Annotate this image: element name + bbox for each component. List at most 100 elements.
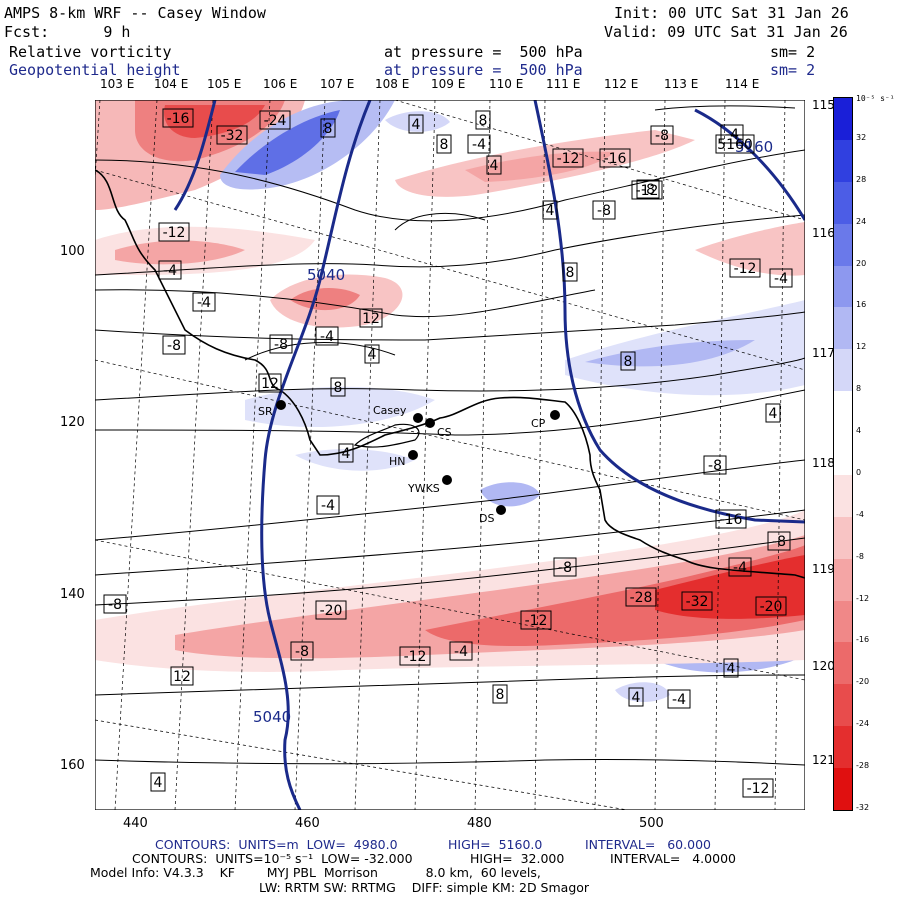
contour-label: -12 bbox=[399, 646, 431, 666]
height-contour-info-interval: INTERVAL= 60.000 bbox=[585, 837, 711, 852]
svg-text:-8: -8 bbox=[708, 458, 722, 474]
model-info: Model Info: V4.3.3 KF MYJ PBL Morrison 8… bbox=[90, 865, 541, 880]
contour-label: -12 bbox=[631, 180, 663, 200]
lon-label: 103 E bbox=[100, 77, 135, 91]
svg-text:12: 12 bbox=[261, 376, 279, 392]
colorbar-swatch bbox=[834, 558, 852, 602]
svg-text:-4: -4 bbox=[454, 644, 468, 660]
station-label: CS bbox=[437, 426, 452, 439]
x-tick-label: 480 bbox=[467, 816, 492, 831]
contour-label: 8 bbox=[436, 134, 452, 154]
contour-label: -16 bbox=[599, 148, 631, 168]
lon-label: 110 E bbox=[489, 77, 524, 91]
contour-label: 12 bbox=[359, 308, 383, 328]
station-label: Casey bbox=[373, 404, 407, 417]
lon-label: 112 E bbox=[604, 77, 639, 91]
svg-text:-4: -4 bbox=[733, 560, 747, 576]
contour-label: -8 bbox=[162, 335, 186, 355]
colorbar-swatch bbox=[834, 684, 852, 727]
svg-text:8: 8 bbox=[566, 265, 575, 281]
svg-text:-8: -8 bbox=[274, 337, 288, 353]
lon-label: 106 E bbox=[263, 77, 298, 91]
colorbar-tick-label: 24 bbox=[856, 216, 867, 226]
contour-label: -4 bbox=[158, 260, 182, 280]
contour-label: -4 bbox=[769, 268, 793, 288]
lon-label: 108 E bbox=[375, 77, 410, 91]
station-label: DS bbox=[479, 512, 494, 525]
vorticity-contours bbox=[95, 105, 805, 766]
contour-label: 4 bbox=[723, 658, 739, 678]
svg-text:-8: -8 bbox=[295, 644, 309, 660]
colorbar-swatch bbox=[834, 265, 852, 308]
contour-label: -32 bbox=[681, 591, 713, 611]
svg-text:-12: -12 bbox=[525, 613, 548, 629]
contour-label: -4 bbox=[192, 292, 216, 312]
field2-level: at pressure = 500 hPa bbox=[384, 61, 583, 79]
svg-text:-4: -4 bbox=[774, 271, 788, 287]
height-contour-info-high: HIGH= 5160.0 bbox=[448, 837, 543, 852]
svg-text:4: 4 bbox=[769, 406, 778, 422]
vort-contour-info-interval: INTERVAL= 4.0000 bbox=[610, 851, 736, 866]
svg-text:-4: -4 bbox=[163, 263, 177, 279]
contour-label: -20 bbox=[315, 600, 347, 620]
contour-label: -8 bbox=[592, 200, 616, 220]
contour-label: 4 bbox=[364, 344, 380, 364]
contour-label: -28 bbox=[625, 587, 657, 607]
colorbar-swatch bbox=[834, 726, 852, 769]
svg-text:4: 4 bbox=[727, 661, 736, 677]
field2-smoothing: sm= 2 bbox=[770, 61, 816, 79]
contour-label: 4 bbox=[486, 155, 502, 175]
station-label: HN bbox=[389, 455, 406, 468]
vort-contour-info-high: HIGH= 32.000 bbox=[470, 851, 565, 866]
field2-name: Geopotential height bbox=[9, 61, 181, 79]
vort-contour-info-low: CONTOURS: UNITS=10⁻⁵ s⁻¹ LOW= -32.000 bbox=[132, 851, 413, 866]
field1-smoothing: sm= 2 bbox=[770, 43, 816, 61]
colorbar-swatch bbox=[834, 768, 852, 811]
colorbar-tick-label: 16 bbox=[856, 300, 867, 310]
y-tick-label: 160 bbox=[60, 758, 85, 773]
colorbar-tick-label: 12 bbox=[856, 342, 867, 352]
colorbar-swatch bbox=[834, 516, 852, 560]
svg-text:4: 4 bbox=[490, 158, 499, 174]
station-label: YWKS bbox=[407, 482, 440, 495]
contour-label: -12 bbox=[158, 222, 190, 242]
svg-text:-16: -16 bbox=[720, 512, 743, 528]
contour-label: 8 bbox=[320, 118, 336, 138]
colorbar-tick-label: -4 bbox=[856, 509, 864, 519]
forecast-hour: Fcst: 9 h bbox=[4, 23, 131, 41]
lon-label: 107 E bbox=[320, 77, 355, 91]
contour-label: 12 bbox=[170, 666, 194, 686]
field1-name: Relative vorticity bbox=[9, 43, 172, 61]
svg-text:-4: -4 bbox=[672, 692, 686, 708]
contour-label: -12 bbox=[520, 610, 552, 630]
colorbar-tick-label: 20 bbox=[856, 258, 867, 268]
colorbar-tick-label: -12 bbox=[856, 593, 870, 603]
svg-text:-12: -12 bbox=[557, 151, 580, 167]
svg-text:-16: -16 bbox=[604, 151, 627, 167]
svg-text:12: 12 bbox=[362, 311, 380, 327]
colorbar-swatch bbox=[834, 600, 852, 643]
colorbar-tick-label: -20 bbox=[856, 677, 870, 687]
contour-label: -8 bbox=[636, 179, 660, 199]
lon-label: 113 E bbox=[664, 77, 699, 91]
contour-label: -4 bbox=[449, 641, 473, 661]
contour-label: -8 bbox=[650, 125, 674, 145]
svg-text:4: 4 bbox=[412, 117, 421, 133]
coastline bbox=[95, 169, 805, 579]
svg-text:-12: -12 bbox=[404, 649, 427, 665]
colorbar-tick-label: -16 bbox=[856, 635, 870, 645]
lon-label: 114 E bbox=[725, 77, 760, 91]
svg-text:-16: -16 bbox=[167, 111, 190, 127]
svg-text:4: 4 bbox=[342, 446, 351, 462]
lon-label: 104 E bbox=[154, 77, 189, 91]
colorbar-tick-label: -24 bbox=[856, 719, 870, 729]
station-markers bbox=[276, 400, 560, 515]
height-contour-info-low: CONTOURS: UNITS=m LOW= 4980.0 bbox=[155, 837, 398, 852]
svg-text:-32: -32 bbox=[221, 128, 244, 144]
init-time: Init: 00 UTC Sat 31 Jan 26 bbox=[614, 4, 849, 22]
colorbar-swatch bbox=[834, 181, 852, 225]
model-physics: LW: RRTM SW: RRTMG DIFF: simple KM: 2D S… bbox=[259, 880, 590, 895]
svg-text:-8: -8 bbox=[641, 182, 655, 198]
contour-label: 8 bbox=[330, 377, 346, 397]
